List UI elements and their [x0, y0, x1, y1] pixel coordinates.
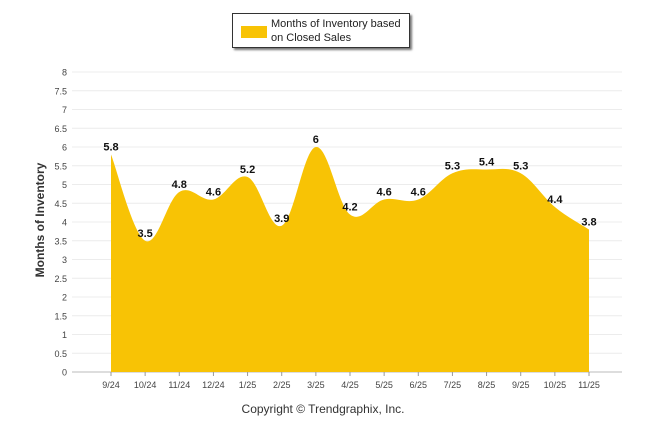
- data-label: 6: [313, 134, 319, 146]
- y-tick-label: 0: [62, 368, 67, 378]
- data-label: 5.3: [445, 160, 460, 172]
- x-tick-label: 5/25: [375, 380, 393, 390]
- data-label: 4.6: [206, 187, 221, 199]
- data-label: 5.2: [240, 164, 255, 176]
- y-tick-label: 5.5: [54, 161, 67, 171]
- data-label: 5.4: [479, 157, 495, 169]
- data-label: 5.3: [513, 160, 528, 172]
- data-labels: 5.8 3.5 4.8 4.6 5.2 3.9 6 4.2 4.6 4.6 5.3 5.4 5.3 4.4…: [103, 134, 596, 240]
- x-tick-label: 11/24: [168, 380, 190, 390]
- data-label: 3.9: [274, 213, 289, 225]
- data-label: 4.8: [172, 179, 187, 191]
- data-label: 5.8: [103, 142, 118, 154]
- legend-label: Months of Inventory based on Closed Sale…: [271, 18, 401, 44]
- x-tick-label: 1/25: [239, 380, 257, 390]
- x-tick-label: 4/25: [341, 380, 359, 390]
- copyright-text: Copyright © Trendgraphix, Inc.: [241, 402, 405, 416]
- y-tick-label: 3.5: [54, 236, 67, 246]
- y-tick-label: 1.5: [54, 311, 67, 321]
- legend-swatch: [241, 26, 267, 38]
- y-tick-label: 7: [62, 105, 67, 115]
- data-label: 3.5: [137, 228, 152, 240]
- y-tick-label: 4.5: [54, 199, 67, 209]
- x-tick-label: 7/25: [444, 380, 462, 390]
- x-tick-label: 10/24: [134, 380, 157, 390]
- area-series: [111, 146, 589, 372]
- x-tick-label: 12/24: [202, 380, 225, 390]
- y-tick-label: 8: [62, 68, 67, 78]
- x-tick-label: 9/24: [102, 380, 120, 390]
- y-tick-label: 3: [62, 255, 67, 265]
- y-axis-label: Months of Inventory: [33, 162, 47, 278]
- y-tick-label: 5: [62, 180, 67, 190]
- x-tick-label: 2/25: [273, 380, 291, 390]
- data-label: 4.4: [547, 194, 563, 206]
- y-tick-label: 2.5: [54, 274, 67, 284]
- y-tick-label: 6.5: [54, 124, 67, 134]
- x-tick-label: 9/25: [512, 380, 530, 390]
- area-fill: [111, 146, 589, 372]
- data-label: 4.6: [376, 187, 391, 199]
- x-tick-label: 3/25: [307, 380, 325, 390]
- y-tick-label: 4: [62, 218, 67, 228]
- y-axis-ticks: 0 0.5 1 1.5 2 2.5 3 3.5 4 4.5 5 5.5 6 6.5 7 7.5 8: [54, 68, 67, 378]
- x-tick-label: 10/25: [544, 380, 567, 390]
- y-tick-label: 0.5: [54, 349, 67, 359]
- y-tick-label: 7.5: [54, 86, 67, 96]
- x-axis-ticks: 9/24 10/24 11/24 12/24 1/25 2/25 3/25 4/25 5/25 6…: [102, 372, 600, 390]
- legend: Months of Inventory based on Closed Sale…: [232, 13, 410, 48]
- x-tick-label: 11/25: [578, 380, 600, 390]
- data-label: 3.8: [581, 217, 596, 229]
- data-label: 4.2: [342, 202, 357, 214]
- y-tick-label: 1: [62, 330, 67, 340]
- x-tick-label: 6/25: [410, 380, 428, 390]
- y-tick-label: 2: [62, 293, 67, 303]
- y-tick-label: 6: [62, 143, 67, 153]
- x-tick-label: 8/25: [478, 380, 496, 390]
- data-label: 4.6: [411, 187, 426, 199]
